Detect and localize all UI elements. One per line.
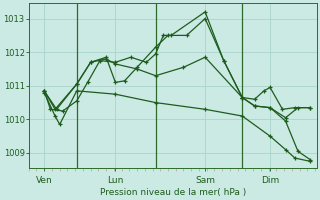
X-axis label: Pression niveau de la mer( hPa ): Pression niveau de la mer( hPa ) bbox=[100, 188, 246, 197]
